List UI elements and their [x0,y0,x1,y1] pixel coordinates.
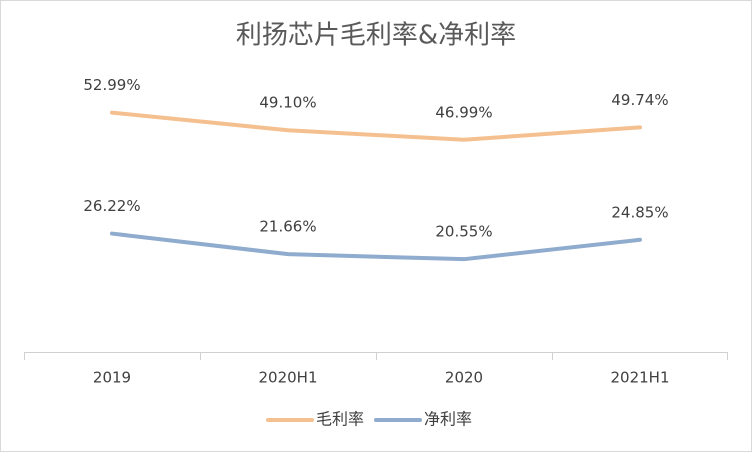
data-label: 52.99% [83,76,140,94]
x-tick-label: 2020H1 [259,369,318,387]
data-label: 24.85% [611,203,668,221]
data-label: 20.55% [435,223,492,241]
data-label: 21.66% [259,218,316,236]
legend-label: 毛利率 [316,410,364,429]
legend-label: 净利率 [424,410,472,429]
x-tick-label: 2020 [445,369,483,387]
data-label: 26.22% [83,197,140,215]
chart-title: 利扬芯片毛利率&净利率 [236,21,516,51]
line-series [110,231,642,262]
x-tick-label: 2021H1 [611,369,670,387]
x-tick-label: 2019 [93,369,131,387]
x-axis [24,352,728,360]
line-series [110,110,642,142]
data-label: 49.74% [611,91,668,109]
data-label: 49.10% [259,94,316,112]
data-label: 46.99% [435,103,492,121]
